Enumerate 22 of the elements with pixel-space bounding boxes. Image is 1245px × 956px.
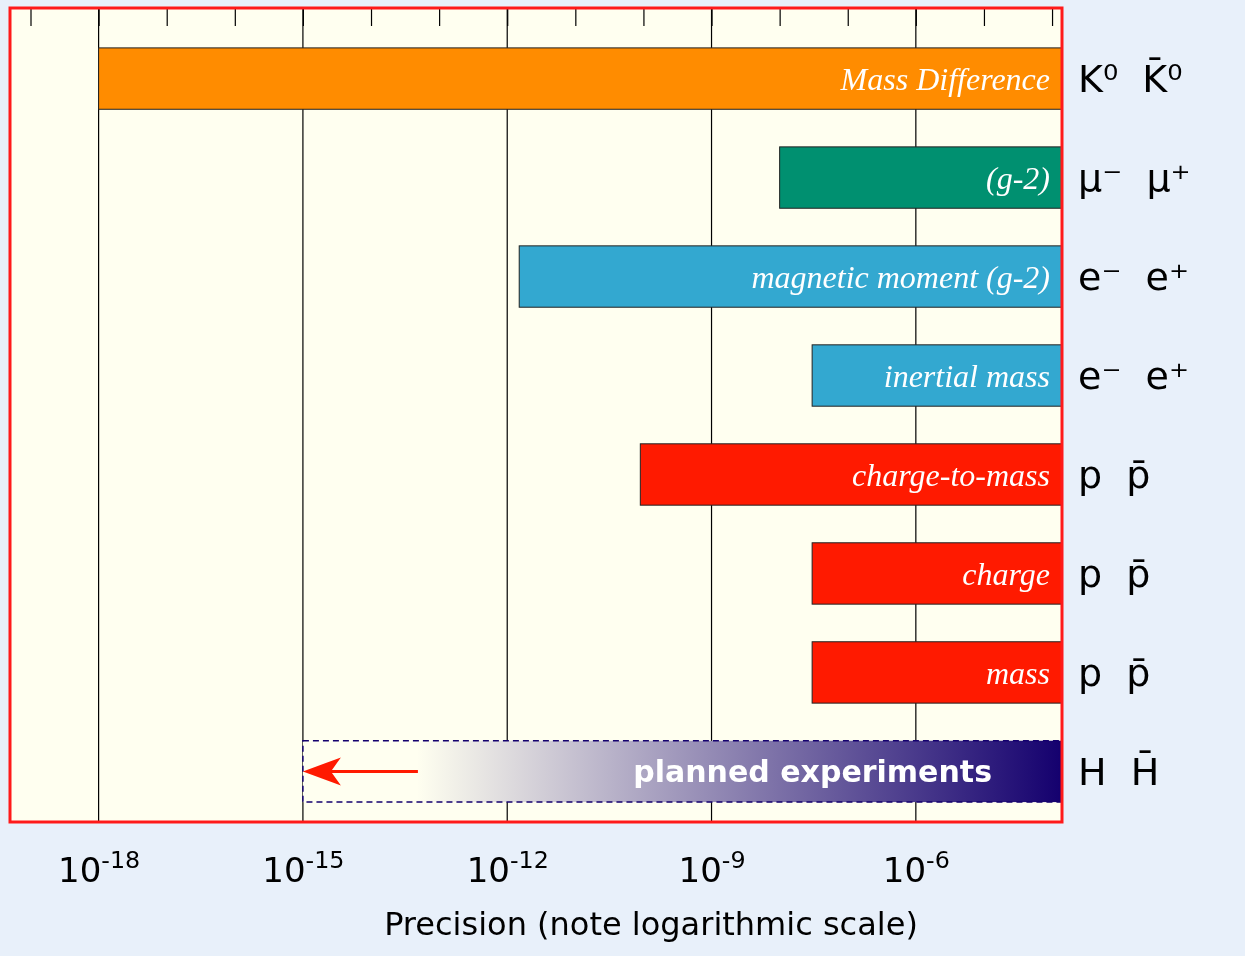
- y-tick-label: μ⁻ μ⁺: [1078, 155, 1191, 200]
- y-tick-label: K⁰ K̄⁰: [1078, 56, 1183, 101]
- data-label: charge-to-mass: [852, 456, 1050, 493]
- x-tick-label: 10$^{-18}$: [58, 846, 141, 890]
- data-label: magnetic moment (g-2): [751, 258, 1050, 295]
- x-tick-label: 10$^{-15}$: [262, 846, 345, 890]
- y-tick-label: p p̄: [1078, 650, 1151, 695]
- x-axis-title: Precision (note logarithmic scale): [384, 905, 918, 943]
- y-tick-label: e⁻ e⁺: [1078, 353, 1190, 398]
- y-tick-label: p p̄: [1078, 551, 1151, 596]
- y-tick-label: p p̄: [1078, 452, 1151, 497]
- data-label: planned experiments: [633, 753, 992, 789]
- data-label: Mass Difference: [839, 60, 1050, 97]
- data-label: charge: [962, 555, 1051, 592]
- x-tick-label: 10$^{-9}$: [678, 846, 746, 890]
- data-label: (g-2): [986, 159, 1050, 196]
- data-label: mass: [985, 654, 1051, 691]
- y-tick-label: H H̄: [1078, 749, 1160, 794]
- data-label: inertial mass: [883, 357, 1051, 394]
- x-tick-label: 10$^{-12}$: [466, 846, 549, 890]
- x-tick-label: 10$^{-6}$: [882, 846, 950, 890]
- y-tick-label: e⁻ e⁺: [1078, 254, 1190, 299]
